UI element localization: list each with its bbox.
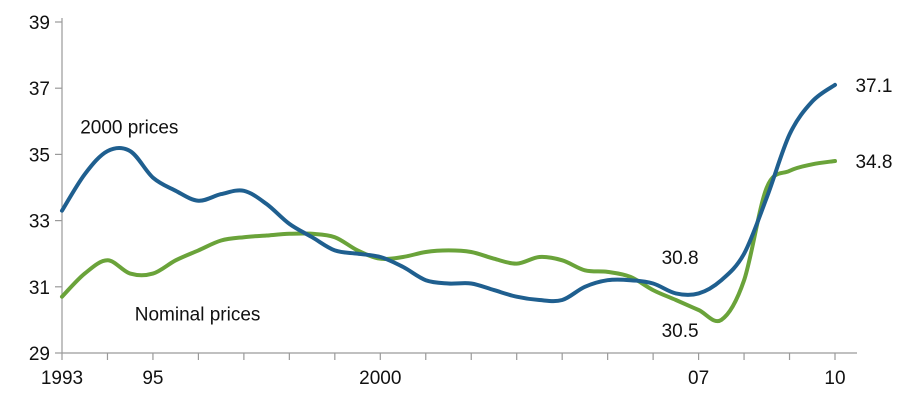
axes-layer: 29 31 33 35 37 39 1993 95 2000 07 10 xyxy=(29,13,857,389)
lines-layer xyxy=(60,82,837,324)
y-tick-label: 37 xyxy=(29,79,50,100)
annotation-label: 37.1 xyxy=(855,76,892,97)
labels-layer: 2000 prices Nominal prices 30.8 30.5 37.1 34.… xyxy=(80,76,892,342)
x-tick-label: 1993 xyxy=(41,368,83,389)
annotation-label: 30.5 xyxy=(662,321,699,342)
annotation-label: 34.8 xyxy=(855,152,892,173)
y-tick-label: 39 xyxy=(29,13,50,34)
x-tick-label: 95 xyxy=(142,368,163,389)
y-tick-label: 31 xyxy=(29,278,50,299)
y-tick-label: 35 xyxy=(29,145,50,166)
annotation-label: 30.8 xyxy=(662,248,699,269)
series-line-nominal-prices xyxy=(60,159,837,324)
x-tick-label: 10 xyxy=(824,368,845,389)
x-tick-label: 07 xyxy=(688,368,709,389)
annotation-label: Nominal prices xyxy=(135,304,261,325)
series-line-2000-prices xyxy=(60,82,837,304)
y-tick-label: 29 xyxy=(29,344,50,365)
x-tick-label: 2000 xyxy=(359,368,401,389)
y-tick-label: 33 xyxy=(29,212,50,233)
annotation-label: 2000 prices xyxy=(80,117,178,138)
